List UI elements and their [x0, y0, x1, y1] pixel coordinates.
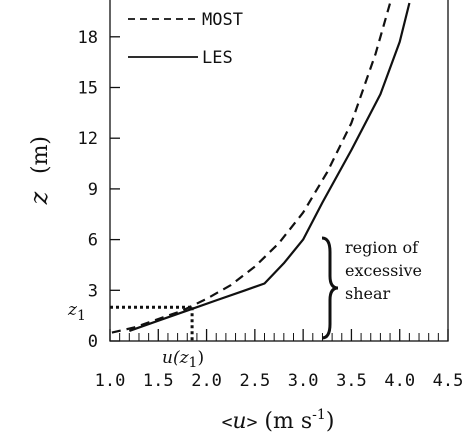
y-tick-label: 9: [88, 180, 98, 200]
y-tick-label: 6: [88, 231, 98, 251]
y-tick-label: 3: [88, 281, 98, 301]
series-line-les: [128, 2, 411, 332]
y-tick-label: 18: [78, 28, 98, 48]
legend: MOST LES: [128, 10, 243, 68]
x-tick-label: 1.5: [143, 371, 174, 391]
x-tick-label: 4.0: [384, 371, 415, 391]
annotation-line-3: shear: [345, 284, 391, 303]
reference-y-label: z1: [67, 300, 86, 324]
annotation-line-2: excessive: [345, 261, 422, 280]
legend-les-label: LES: [202, 48, 233, 68]
legend-most-label: MOST: [202, 10, 243, 30]
y-axis-label-var: z: [25, 191, 53, 205]
x-tick-label: 3.0: [288, 371, 319, 391]
y-tick-label: 15: [78, 79, 98, 99]
y-tick-label: 0: [88, 332, 98, 352]
x-tick-label: 2.5: [239, 371, 270, 391]
x-tick-label: 2.0: [191, 371, 222, 391]
y-tick-label: 12: [78, 129, 98, 149]
x-axis-label-exponent: -1: [312, 407, 326, 423]
x-tick-label: 4.5: [433, 371, 464, 391]
plot-frame: [109, 0, 449, 342]
reference-x-label: u(z1): [162, 348, 204, 371]
x-tick-label: 1.0: [95, 371, 126, 391]
reference-point-group: z1 u(z1): [67, 300, 204, 371]
x-axis-label-paren: ): [326, 409, 335, 434]
y-axis-label-unit: (m): [28, 136, 53, 174]
annotation-brace: [321, 236, 339, 340]
minor-tick-group: [119, 333, 439, 341]
y-axis-label: z (m): [25, 136, 53, 205]
y-tick-group: 0 3 6 9 12 15 18: [78, 28, 120, 352]
annotation-region: region of excessive shear: [321, 236, 422, 340]
series-line-most: [111, 2, 392, 334]
x-axis-label-unit: (m s: [257, 409, 312, 434]
x-tick-group: 1.0 1.5 2.0 2.5 3.0 3.5 4.0 4.5: [95, 329, 464, 391]
series-group: [111, 2, 411, 334]
x-axis-label-var: u: [232, 409, 246, 434]
x-tick-label: 3.5: [336, 371, 367, 391]
x-axis-label-bracket-open: <: [222, 412, 233, 433]
x-axis-label-bracket-close: >: [247, 412, 258, 433]
annotation-line-1: region of: [345, 238, 419, 257]
x-axis-label: <u> (m s-1): [222, 407, 335, 434]
